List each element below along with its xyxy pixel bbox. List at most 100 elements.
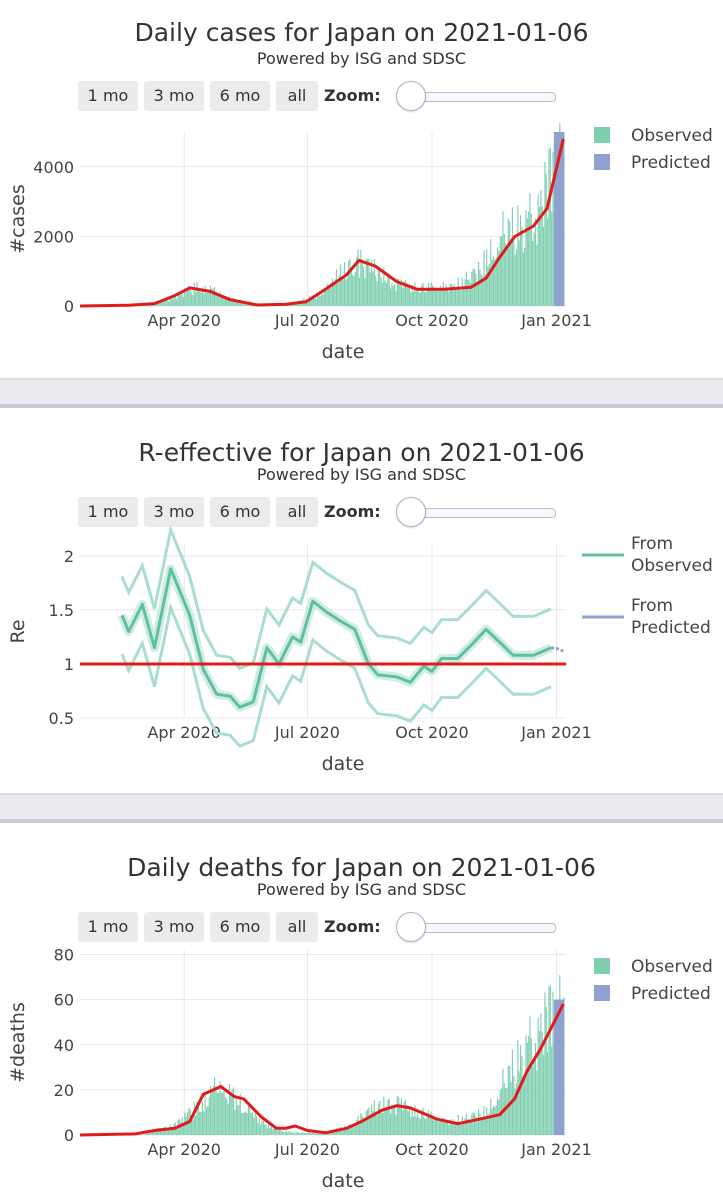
observed-bar [431, 282, 432, 306]
observed-bar [532, 241, 533, 306]
observed-bar [528, 1036, 529, 1135]
observed-bar [210, 1086, 211, 1135]
observed-bar [236, 1097, 237, 1135]
observed-bar [263, 1121, 264, 1135]
observed-bar [391, 1104, 392, 1135]
observed-bar [425, 292, 426, 306]
legend-label-predicted: Predicted [631, 984, 711, 1004]
observed-bar [471, 272, 472, 306]
y-tick-label: 1 [64, 655, 74, 674]
x-tick-label: Jul 2020 [274, 723, 340, 742]
observed-bar [543, 1055, 544, 1135]
observed-bar [376, 1115, 377, 1135]
observed-bar [205, 1095, 206, 1135]
observed-bar [370, 273, 371, 306]
cases-panel: Daily cases for Japan on 2021-01-06 Powe… [0, 0, 723, 380]
legend-label-line: Observed [631, 556, 713, 576]
observed-bar [439, 1122, 440, 1135]
observed-bar [391, 282, 392, 306]
observed-bar [536, 1071, 537, 1135]
observed-bar [441, 1122, 442, 1135]
observed-bar [297, 1132, 298, 1135]
observed-bar [217, 1093, 218, 1135]
observed-bar [417, 288, 418, 306]
observed-bar [385, 281, 386, 306]
observed-bar [203, 294, 204, 306]
observed-bar [497, 247, 498, 306]
observed-bar [548, 986, 549, 1135]
panel-separator [0, 378, 723, 408]
observed-bar [221, 1093, 222, 1135]
observed-bar [301, 1132, 302, 1135]
observed-bar [364, 278, 365, 306]
observed-bar [172, 299, 173, 306]
observed-bar [352, 275, 353, 306]
observed-bar [298, 1132, 299, 1135]
y-axis-title: Re [7, 619, 29, 643]
observed-bar [408, 1111, 409, 1135]
observed-bar [448, 1125, 449, 1135]
legend-label-line: Predicted [631, 618, 711, 638]
observed-bar [418, 1118, 419, 1135]
observed-bar [394, 1105, 395, 1135]
observed-bar [509, 1066, 510, 1135]
observed-bar [399, 1103, 400, 1135]
observed-bar [226, 1099, 227, 1135]
legend-swatch-observed [594, 958, 610, 974]
observed-bar [417, 1113, 418, 1135]
y-tick-label: 0 [64, 1126, 74, 1145]
observed-bar [466, 1114, 467, 1135]
observed-bar [474, 269, 475, 306]
observed-bar [305, 1133, 306, 1135]
observed-bar [424, 292, 425, 306]
x-axis-title: date [322, 753, 365, 775]
trend-line [80, 1004, 563, 1135]
observed-bar [534, 233, 535, 306]
observed-bar [513, 1076, 514, 1135]
observed-bar [440, 1119, 441, 1135]
observed-bar [479, 269, 480, 306]
observed-bar [252, 1112, 253, 1135]
observed-bar [349, 259, 350, 306]
observed-bar [206, 293, 207, 306]
observed-bar [521, 1056, 522, 1135]
observed-bar [471, 1114, 472, 1135]
observed-bar [528, 212, 529, 306]
observed-bar [427, 1115, 428, 1135]
observed-bar [551, 1047, 552, 1135]
observed-bar [548, 149, 549, 306]
observed-bar [479, 1113, 480, 1135]
legend-swatch-observed [594, 127, 610, 143]
observed-bar [316, 299, 317, 306]
observed-bar [371, 1105, 372, 1135]
panel-separator [0, 793, 723, 823]
observed-bar [423, 283, 424, 306]
observed-bar [272, 1129, 273, 1135]
observed-bar [207, 1106, 208, 1135]
observed-bar [393, 286, 394, 306]
observed-bar [340, 264, 341, 306]
observed-bar [203, 1111, 204, 1135]
observed-bar [409, 1107, 410, 1135]
observed-bar [540, 190, 541, 306]
observed-bar [467, 280, 468, 306]
observed-bar [202, 1101, 203, 1135]
observed-bar [538, 1018, 539, 1135]
observed-bar [320, 296, 321, 306]
observed-bar [191, 293, 192, 306]
observed-bar [493, 1106, 494, 1135]
observed-bar [192, 1119, 193, 1135]
observed-bar [362, 1115, 363, 1135]
observed-bar [328, 289, 329, 306]
observed-bar [190, 287, 191, 306]
observed-bar [291, 1132, 292, 1135]
observed-bar [389, 275, 390, 306]
observed-bar [230, 1094, 231, 1135]
observed-bar [225, 1097, 226, 1135]
observed-bar [437, 1120, 438, 1135]
observed-bar [284, 1132, 285, 1135]
observed-bar [458, 278, 459, 306]
observed-bar [183, 297, 184, 306]
observed-bar [372, 271, 373, 306]
